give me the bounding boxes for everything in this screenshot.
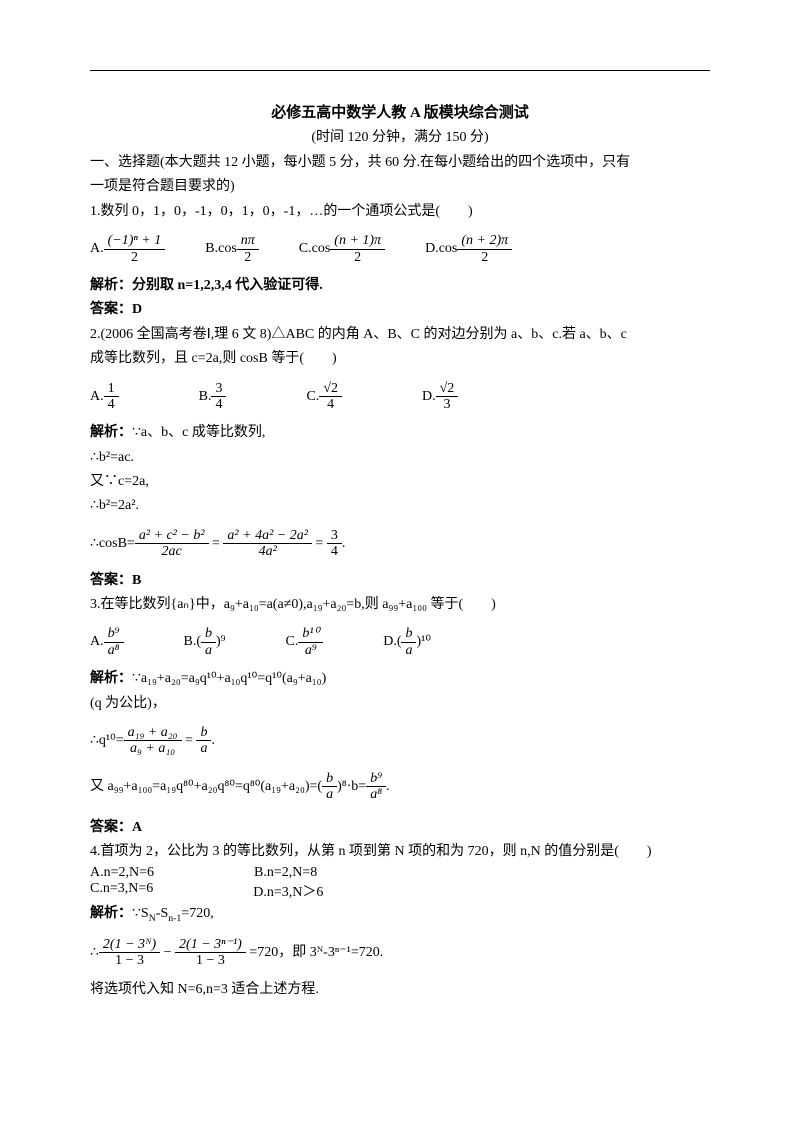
q3-final: 又 a₉₉+a₁₀₀=a₁₉q⁸⁰+a₂₀q⁸⁰=q⁸⁰(a₁₉+a₂₀)=(b… (90, 771, 710, 803)
q3-answer: 答案：A (90, 817, 710, 839)
q1-opt-a: A.(−1)ⁿ + 12 (90, 233, 165, 265)
q4-options-row1: A.n=2,N=6 B.n=2,N=8 (90, 865, 710, 881)
q2-jiexi-1: 解析：∵a、b、c 成等比数列, (90, 422, 710, 444)
q2-opt-d: D.√23 (422, 381, 458, 413)
q2-jiexi-4: ∴b²=2a². (90, 495, 710, 517)
q3-options: A.b⁹a⁸ B.(ba)⁹ C.b¹⁰a⁹ D.(ba)¹⁰ (90, 626, 710, 658)
q4-jiexi-2: 将选项代入知 N=6,n=3 适合上述方程. (90, 979, 710, 1001)
q3-jiexi-1: 解析：∵a₁₉+a₂₀=a₉q¹⁰+a₁₀q¹⁰=q¹⁰(a₉+a₁₀) (90, 668, 710, 690)
q2-answer: 答案：B (90, 570, 710, 592)
q4-opt-d: D.n=3,N＞6 (253, 881, 323, 901)
q2-opt-c: C.√24 (306, 381, 342, 413)
q2-options: A.14 B.34 C.√24 D.√23 (90, 381, 710, 413)
q4-opt-a: A.n=2,N=6 (90, 865, 154, 881)
q2-jiexi-2: ∴b²=ac. (90, 447, 710, 469)
q2-opt-b: B.34 (199, 381, 227, 413)
q1-opt-b: B.cosnπ2 (205, 233, 259, 265)
q3-opt-d: D.(ba)¹⁰ (383, 626, 431, 658)
q4-opt-b: B.n=2,N=8 (254, 865, 317, 881)
q3-jiexi-2: (q 为公比)， (90, 693, 710, 715)
q3-opt-b: B.(ba)⁹ (184, 626, 226, 658)
section-intro-1: 一、选择题(本大题共 12 小题，每小题 5 分，共 60 分.在每小题给出的四… (90, 152, 710, 174)
q4-sum: ∴2(1 − 3ᴺ)1 − 3 − 2(1 − 3ⁿ⁻¹)1 − 3 =720，… (90, 937, 710, 969)
q2-stem-1: 2.(2006 全国高考卷Ⅰ,理 6 文 8)△ABC 的内角 A、B、C 的对… (90, 324, 710, 346)
document-page: 必修五高中数学人教 A 版模块综合测试 (时间 120 分钟，满分 150 分)… (0, 0, 800, 1043)
q3-stem: 3.在等比数列{aₙ}中，a₉+a₁₀=a(a≠0),a₁₉+a₂₀=b,则 a… (90, 594, 710, 616)
q4-options-row2: C.n=3,N=6 D.n=3,N＞6 (90, 881, 710, 901)
q2-opt-a: A.14 (90, 381, 119, 413)
q2-stem-2: 成等比数列，且 c=2a,则 cosB 等于( ) (90, 348, 710, 370)
q1-options: A.(−1)ⁿ + 12 B.cosnπ2 C.cos(n + 1)π2 D.c… (90, 233, 710, 265)
section-intro-2: 一项是符合题目要求的) (90, 176, 710, 198)
q1-opt-d: D.cos(n + 2)π2 (425, 233, 512, 265)
q4-stem: 4.首项为 2，公比为 3 的等比数列，从第 n 项到第 N 项的和为 720，… (90, 841, 710, 863)
top-rule (90, 70, 710, 71)
doc-title: 必修五高中数学人教 A 版模块综合测试 (90, 101, 710, 122)
q3-q10: ∴q¹⁰=a₁₉ + a₂₀a₉ + a₁₀ = ba. (90, 725, 710, 757)
doc-subtitle: (时间 120 分钟，满分 150 分) (90, 126, 710, 146)
q3-opt-c: C.b¹⁰a⁹ (286, 626, 324, 658)
q4-jiexi-1: 解析：∵SN-Sn-1=720, (90, 903, 710, 926)
q1-stem: 1.数列 0，1，0，-1，0，1，0，-1，…的一个通项公式是( ) (90, 201, 710, 223)
q1-jiexi: 解析：分别取 n=1,2,3,4 代入验证可得. (90, 275, 710, 297)
q1-answer: 答案：D (90, 299, 710, 321)
q2-jiexi-3: 又∵c=2a, (90, 471, 710, 493)
q4-opt-c: C.n=3,N=6 (90, 881, 153, 901)
q2-cosb: ∴cosB=a² + c² − b²2ac = a² + 4a² − 2a²4a… (90, 528, 710, 560)
q1-opt-c: C.cos(n + 1)π2 (299, 233, 385, 265)
q3-opt-a: A.b⁹a⁸ (90, 626, 124, 658)
